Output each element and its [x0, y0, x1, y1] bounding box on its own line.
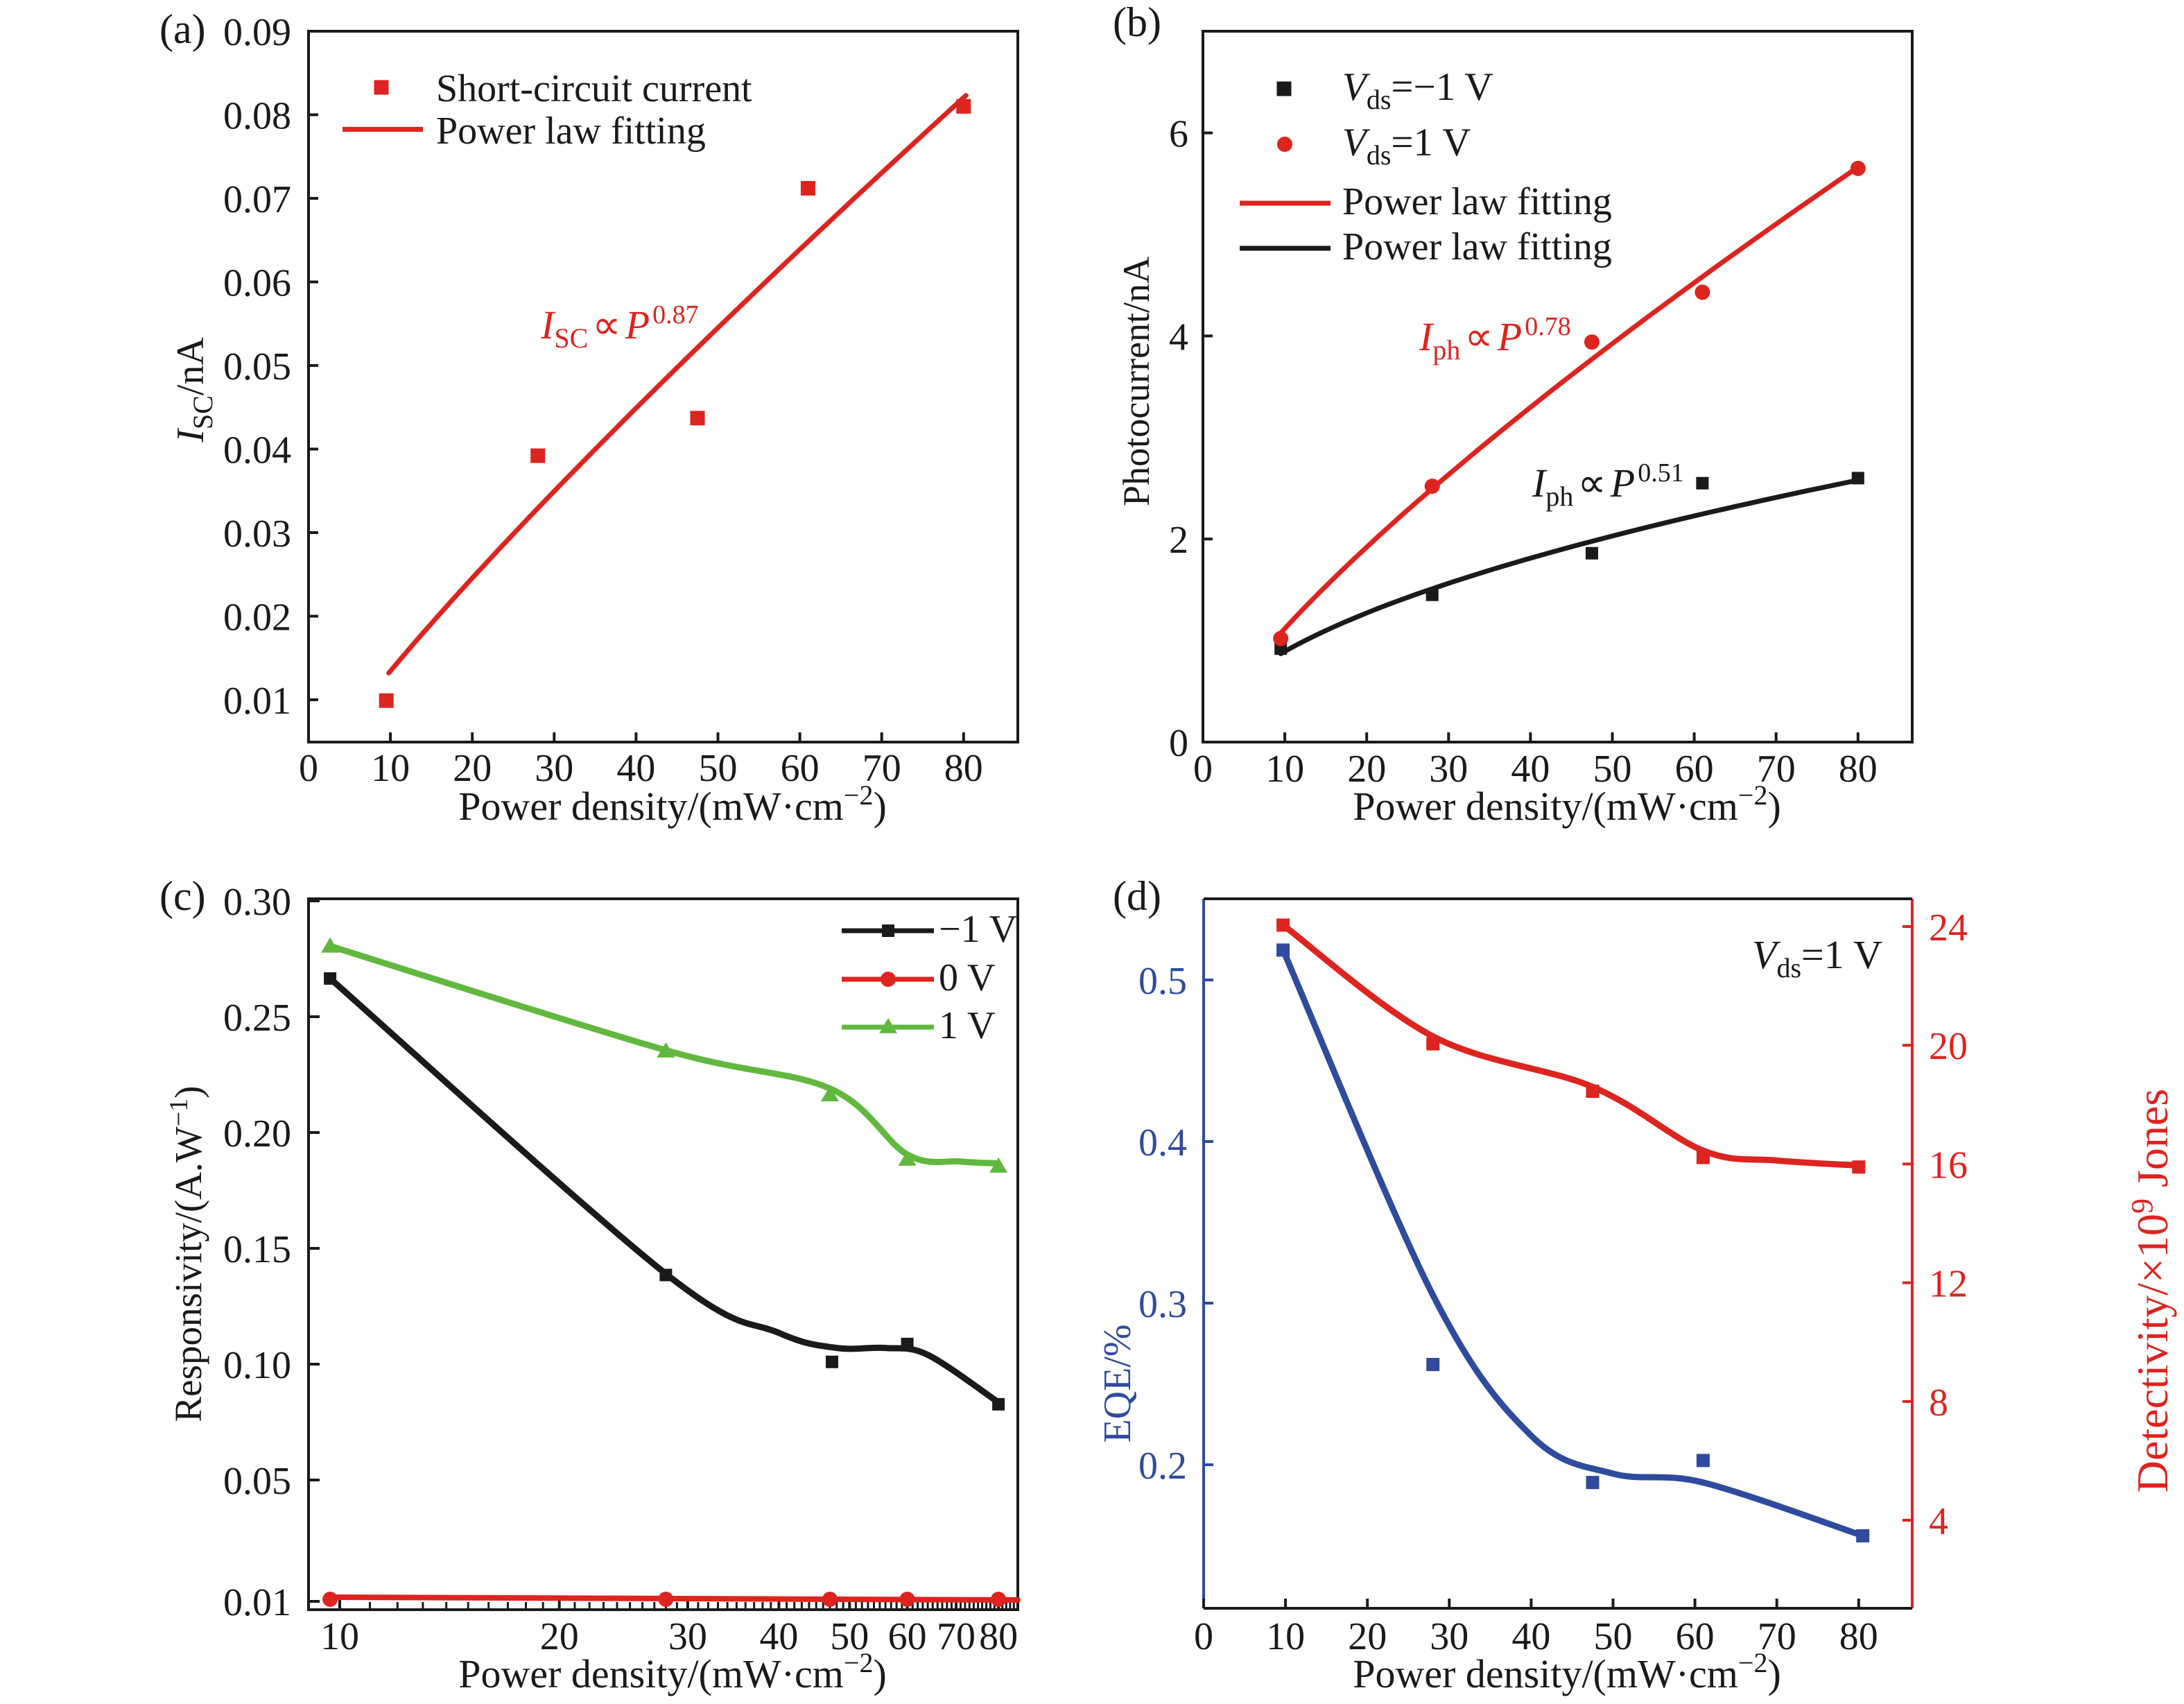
svg-text:40: 40 [1511, 748, 1550, 791]
svg-text:70: 70 [1758, 1615, 1796, 1658]
svg-text:(b): (b) [1113, 0, 1161, 45]
svg-text:0.08: 0.08 [223, 95, 291, 138]
svg-text:30: 30 [1430, 1615, 1468, 1658]
svg-text:EQE/%: EQE/% [1096, 1324, 1139, 1443]
svg-text:Power density/(mW·cm−2): Power density/(mW·cm−2) [1353, 1647, 1781, 1696]
svg-text:50: 50 [830, 1615, 869, 1658]
svg-text:0.01: 0.01 [223, 680, 291, 723]
svg-text:0: 0 [1194, 1615, 1213, 1658]
svg-text:0.3: 0.3 [1138, 1283, 1187, 1326]
svg-text:0.09: 0.09 [223, 11, 291, 54]
svg-text:4: 4 [1169, 316, 1188, 359]
svg-text:20: 20 [453, 747, 492, 790]
svg-text:0.03: 0.03 [223, 513, 291, 556]
svg-text:−1 V: −1 V [939, 908, 1017, 951]
svg-text:50: 50 [699, 747, 738, 790]
svg-text:80: 80 [979, 1615, 1018, 1658]
svg-text:0.25: 0.25 [223, 997, 291, 1040]
svg-text:60: 60 [1675, 748, 1714, 791]
svg-text:0: 0 [1169, 722, 1188, 765]
svg-text:Photocurrent/nA: Photocurrent/nA [1116, 257, 1157, 506]
svg-text:0.06: 0.06 [223, 262, 291, 305]
svg-text:10: 10 [1265, 748, 1304, 791]
svg-text:0.30: 0.30 [223, 881, 291, 924]
svg-text:0.02: 0.02 [223, 596, 291, 639]
svg-text:8: 8 [1929, 1382, 1948, 1425]
svg-text:(a): (a) [159, 6, 206, 52]
svg-text:20: 20 [540, 1615, 579, 1658]
svg-text:0.05: 0.05 [223, 345, 291, 388]
svg-text:80: 80 [944, 747, 983, 790]
svg-text:0 V: 0 V [939, 956, 995, 999]
svg-text:0.05: 0.05 [223, 1460, 291, 1503]
svg-text:40: 40 [1511, 1615, 1550, 1658]
svg-text:1 V: 1 V [939, 1004, 995, 1047]
svg-text:0.5: 0.5 [1138, 960, 1187, 1003]
svg-text:30: 30 [535, 747, 573, 790]
svg-text:Power density/(mW·cm−2): Power density/(mW·cm−2) [458, 1647, 887, 1696]
svg-text:Power law fitting: Power law fitting [1342, 180, 1612, 223]
svg-text:0: 0 [1193, 748, 1213, 791]
svg-text:10: 10 [371, 747, 410, 790]
svg-text:6: 6 [1169, 113, 1188, 156]
svg-text:16: 16 [1929, 1144, 1968, 1187]
svg-text:10: 10 [320, 1615, 359, 1658]
svg-text:60: 60 [1676, 1615, 1715, 1658]
svg-text:0.15: 0.15 [223, 1228, 291, 1271]
svg-text:80: 80 [1839, 1615, 1878, 1658]
svg-text:30: 30 [668, 1615, 707, 1658]
svg-text:0.04: 0.04 [223, 429, 291, 472]
svg-text:0.20: 0.20 [223, 1112, 291, 1155]
svg-text:Vds=1 V: Vds=1 V [1752, 932, 1882, 983]
svg-text:4: 4 [1929, 1500, 1948, 1543]
svg-text:40: 40 [616, 747, 655, 790]
svg-text:20: 20 [1929, 1025, 1968, 1068]
svg-text:50: 50 [1594, 1615, 1633, 1658]
svg-text:0.2: 0.2 [1138, 1445, 1187, 1488]
svg-text:20: 20 [1347, 748, 1386, 791]
svg-text:24: 24 [1929, 906, 1968, 949]
svg-text:0.4: 0.4 [1138, 1121, 1187, 1164]
svg-text:0.01: 0.01 [223, 1581, 291, 1624]
svg-text:70: 70 [863, 747, 901, 790]
svg-text:Iph∝P0.51: Iph ∝ P 0.51 [1532, 458, 1684, 512]
svg-text:ISC∝P0.87: ISC ∝ P 0.87 [540, 300, 699, 354]
svg-text:Power density/(mW·cm−2): Power density/(mW·cm−2) [458, 780, 887, 829]
svg-text:Power law fitting: Power law fitting [1342, 225, 1612, 268]
svg-text:0: 0 [299, 747, 318, 790]
svg-text:60: 60 [888, 1615, 927, 1658]
svg-text:Iph∝P0.78: Iph ∝ P 0.78 [1419, 312, 1571, 365]
svg-text:Short-circuit current: Short-circuit current [436, 67, 752, 110]
svg-text:Vds=−1 V: Vds=−1 V [1342, 65, 1493, 115]
svg-text:Responsivity/(A.W−1): Responsivity/(A.W−1) [164, 1086, 209, 1422]
svg-text:Power density/(mW·cm−2): Power density/(mW·cm−2) [1353, 780, 1781, 829]
svg-text:40: 40 [759, 1615, 798, 1658]
svg-text:10: 10 [1266, 1615, 1305, 1658]
svg-text:Detectivity/×109 Jones: Detectivity/×109 Jones [2125, 1089, 2177, 1492]
svg-text:50: 50 [1593, 748, 1632, 791]
svg-text:ISC/nA: ISC/nA [169, 337, 218, 443]
svg-text:2: 2 [1169, 519, 1188, 562]
svg-text:0.07: 0.07 [223, 178, 291, 221]
svg-text:Power law fitting: Power law fitting [436, 110, 706, 153]
svg-text:80: 80 [1839, 748, 1878, 791]
svg-text:70: 70 [1757, 748, 1796, 791]
svg-text:(d): (d) [1113, 873, 1161, 919]
svg-text:12: 12 [1929, 1263, 1968, 1306]
svg-text:(c): (c) [159, 873, 206, 919]
svg-text:60: 60 [781, 747, 820, 790]
svg-text:70: 70 [937, 1615, 976, 1658]
svg-text:0.10: 0.10 [223, 1344, 291, 1387]
svg-text:20: 20 [1348, 1615, 1387, 1658]
svg-text:Vds=1 V: Vds=1 V [1342, 121, 1471, 171]
svg-text:30: 30 [1429, 748, 1468, 791]
